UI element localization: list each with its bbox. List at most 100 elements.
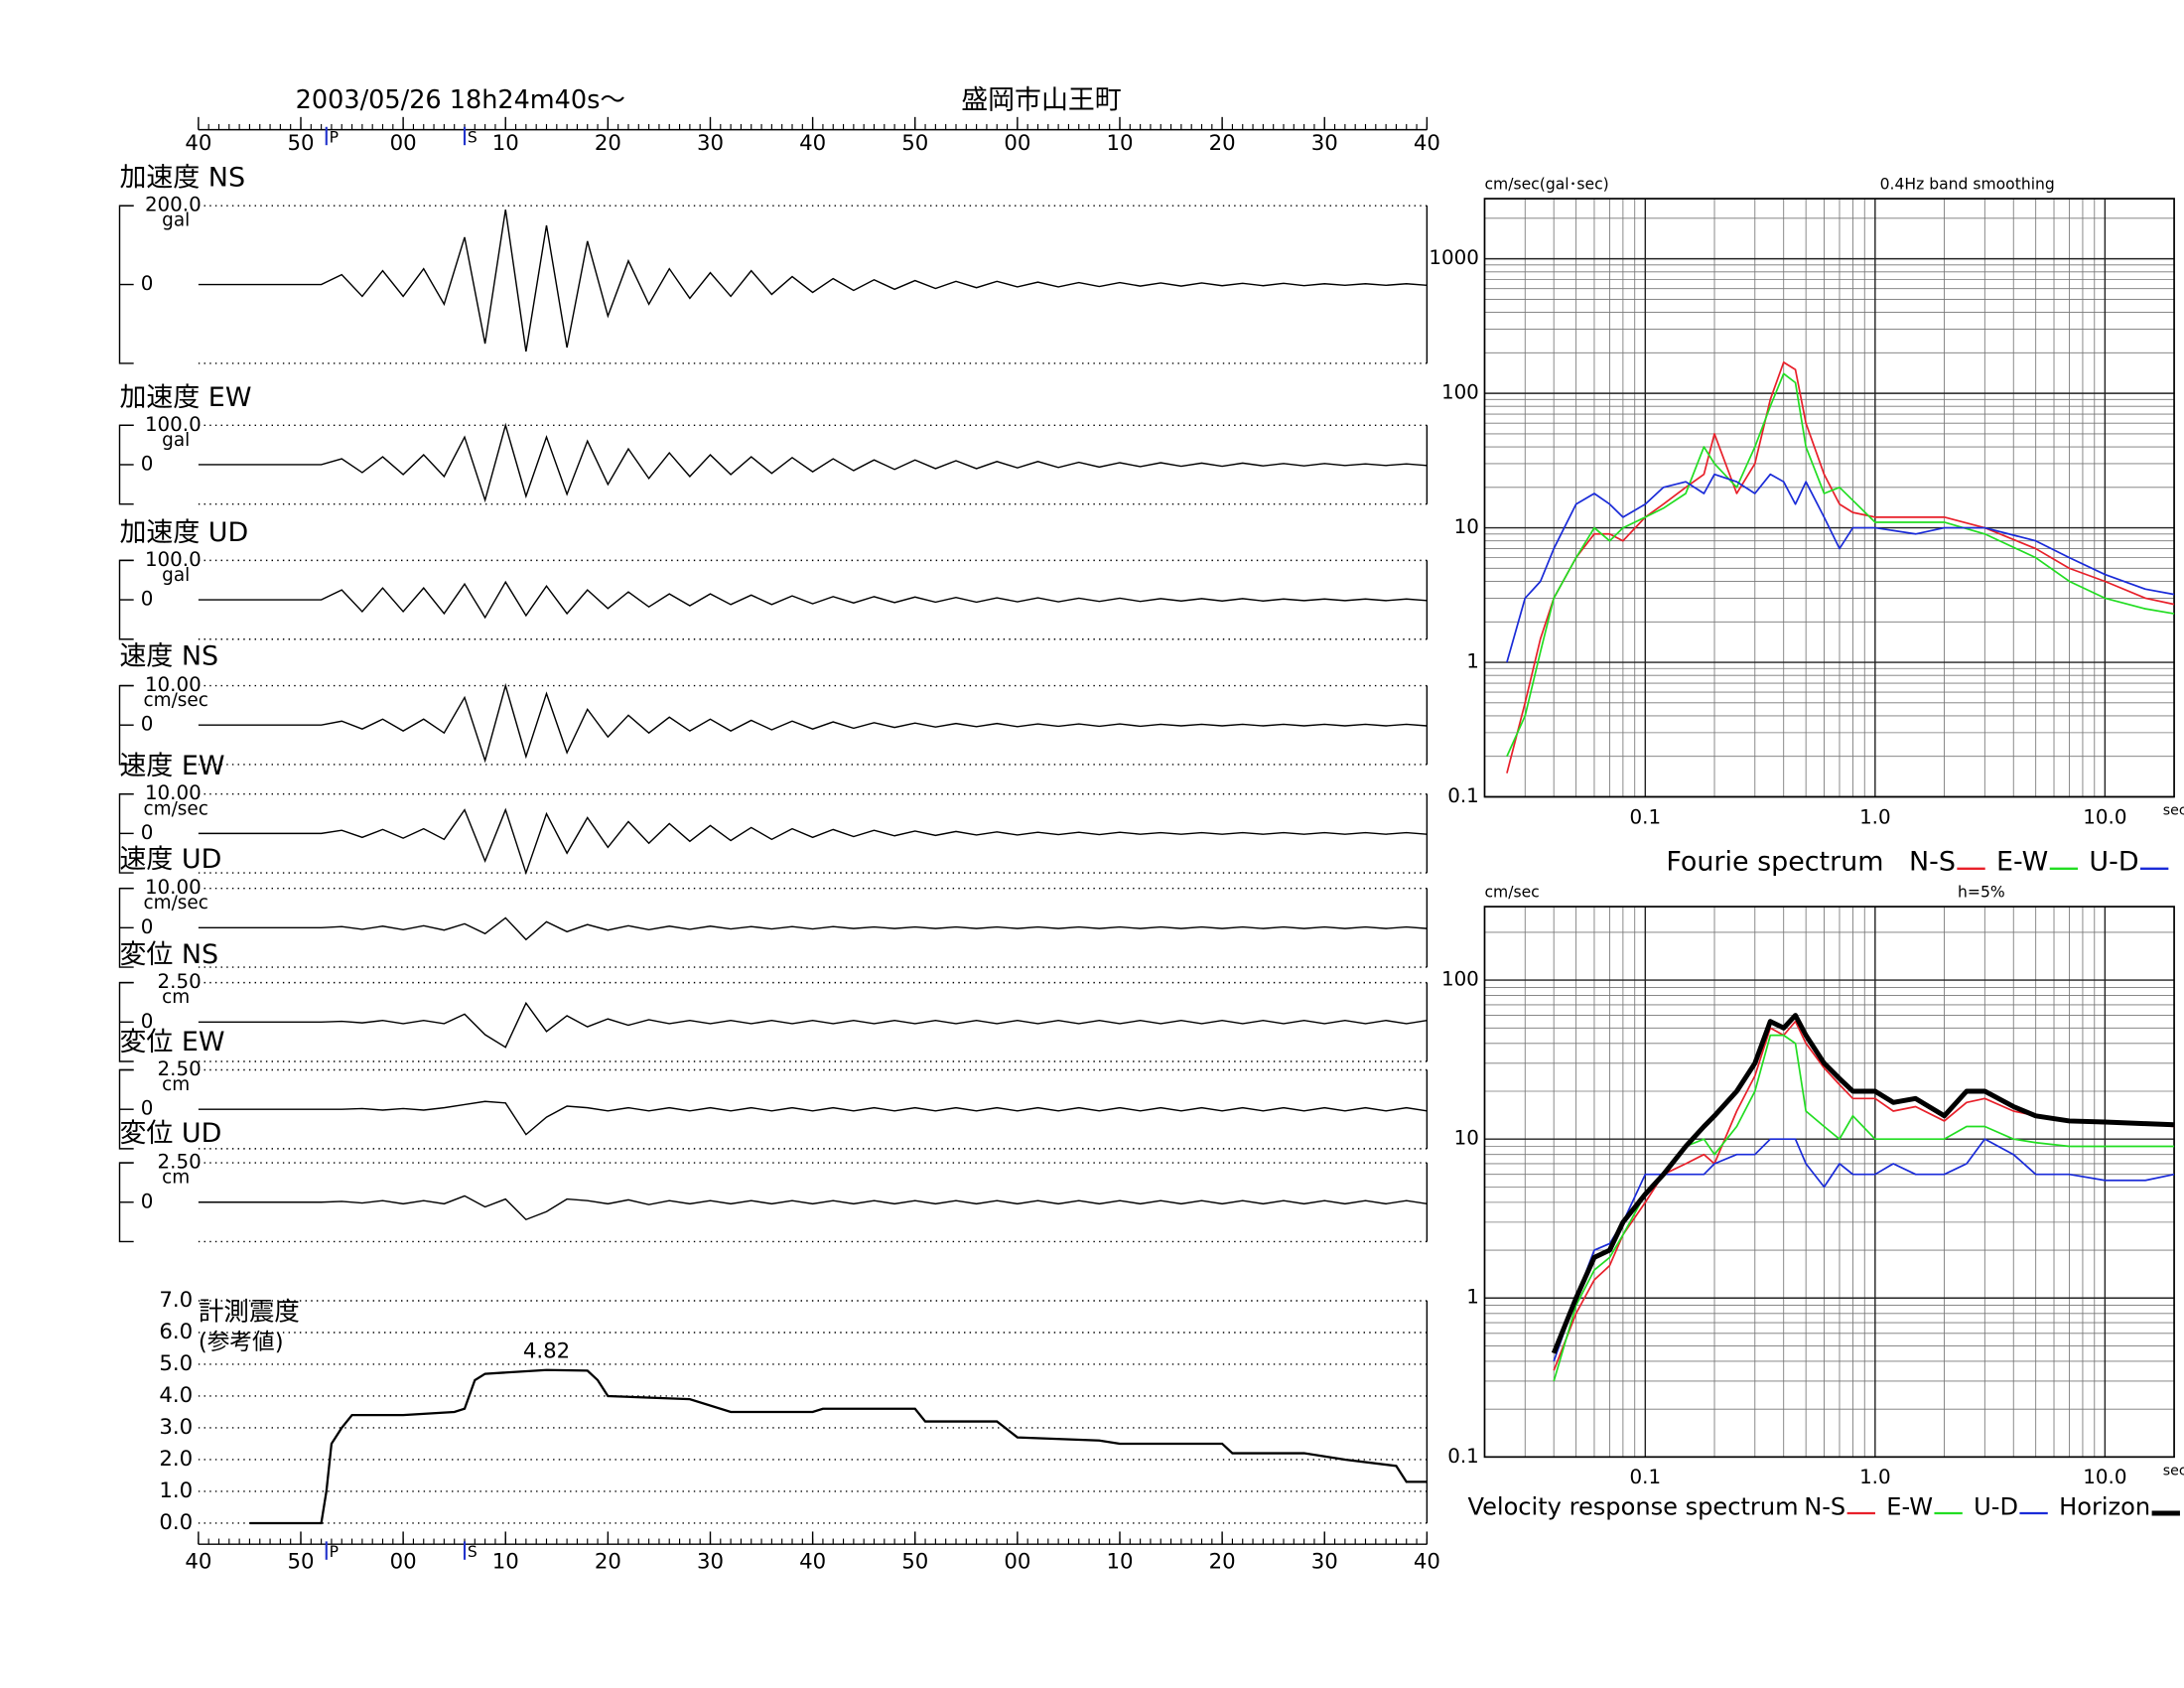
y-tick-label: 2.0 <box>159 1447 193 1472</box>
x-axis-label: sec <box>2163 1464 2184 1479</box>
y-tick-label: 1 <box>1466 1286 1479 1309</box>
note: 0.4Hz band smoothing <box>1880 175 2055 193</box>
y-tick-label: 10 <box>1454 1127 1479 1150</box>
unit-label: gal <box>162 211 190 231</box>
legend-title: Fourie spectrum <box>1666 847 1883 878</box>
y-tick-label: 2.50 <box>158 1151 202 1174</box>
unit-label: cm/sec <box>144 690 208 711</box>
x-tick-label: 10 <box>492 131 519 156</box>
waveform <box>198 916 1428 941</box>
x-tick-label: 20 <box>595 131 621 156</box>
legend-label: N-S <box>1909 847 1956 878</box>
x-tick-label: 10 <box>492 1550 519 1575</box>
x-tick-label: 40 <box>799 1550 826 1575</box>
x-tick-label: 1.0 <box>1859 805 1891 828</box>
y-tick-label: 0 <box>141 1190 154 1212</box>
y-axis-label: cm/sec <box>1484 883 1539 901</box>
panel-title: 変位 EW <box>119 1027 224 1057</box>
y-tick-label: 0.1 <box>1447 784 1479 807</box>
y-tick-label: 0 <box>141 452 154 475</box>
note: h=5% <box>1958 883 2005 901</box>
unit-label: cm/sec <box>144 893 208 914</box>
panel-title: 加速度 EW <box>119 382 251 413</box>
x-tick-label: 50 <box>901 1550 928 1575</box>
x-tick-label: 20 <box>595 1550 621 1575</box>
intensity-line <box>249 1368 1428 1525</box>
y-axis-label: cm/sec(gal･sec) <box>1484 175 1608 193</box>
legend-label: Horizon <box>2059 1492 2150 1520</box>
title: 盛岡市山王町 <box>961 85 1122 116</box>
x-tick-label: 00 <box>390 1550 417 1575</box>
x-tick-label: 10 <box>1106 1550 1133 1575</box>
panel-title: 変位 NS <box>119 939 218 970</box>
phase-label: P <box>330 129 339 147</box>
phase-label: S <box>468 129 478 147</box>
waveform <box>198 580 1428 620</box>
legend-title: Velocity response spectrum <box>1467 1492 1798 1520</box>
x-tick-label: 0.1 <box>1630 1466 1662 1488</box>
plot-frame <box>1483 906 2175 1459</box>
plot-area <box>1484 907 2175 1458</box>
legend-label: U-D <box>2089 847 2138 878</box>
y-tick-label: 6.0 <box>159 1320 193 1344</box>
panel-title: 速度 UD <box>119 844 221 875</box>
x-tick-label: 50 <box>287 131 314 156</box>
y-tick-label: 0.0 <box>159 1510 193 1535</box>
x-tick-label: 40 <box>799 131 826 156</box>
y-tick-label: 10.00 <box>145 673 202 696</box>
x-tick-label: 00 <box>1004 1550 1030 1575</box>
y-tick-label: 0 <box>141 821 154 844</box>
x-tick-label: 10.0 <box>2083 805 2126 828</box>
intensity-title: 計測震度 <box>199 1298 300 1328</box>
x-tick-label: 0.1 <box>1630 805 1662 828</box>
x-tick-label: 50 <box>287 1550 314 1575</box>
legend-label: E-W <box>1886 1492 1933 1520</box>
waveform <box>198 1001 1428 1049</box>
y-tick-label: 0 <box>141 588 154 611</box>
waveform <box>198 1195 1428 1221</box>
x-tick-label: 40 <box>1414 1550 1440 1575</box>
y-tick-label: 0 <box>141 272 154 295</box>
panel-title: 速度 EW <box>119 751 224 781</box>
y-tick-label: 100.0 <box>145 548 202 571</box>
y-tick-label: 0.1 <box>1447 1445 1479 1468</box>
x-tick-label: 20 <box>1209 131 1236 156</box>
unit-label: cm <box>162 1168 190 1189</box>
x-tick-label: 10.0 <box>2083 1466 2126 1488</box>
spectrum-line <box>1553 1138 2175 1362</box>
x-tick-label: 40 <box>1414 131 1440 156</box>
y-tick-label: 100 <box>1441 968 1479 991</box>
x-tick-label: 40 <box>185 1550 211 1575</box>
y-tick-label: 100.0 <box>145 413 202 436</box>
plot-frame <box>1483 198 2175 798</box>
y-tick-label: 0 <box>141 1010 154 1033</box>
y-tick-label: 2.50 <box>158 1057 202 1080</box>
y-tick-label: 3.0 <box>159 1415 193 1440</box>
subtitle: 2003/05/26 18h24m40s〜 <box>296 85 625 115</box>
y-tick-label: 2.50 <box>158 970 202 993</box>
spectrum-line <box>1506 372 2175 758</box>
waveform <box>198 807 1428 876</box>
unit-label: gal <box>162 565 190 586</box>
y-tick-label: 0 <box>141 713 154 736</box>
x-tick-label: 00 <box>1004 131 1030 156</box>
spectrum-line <box>1506 473 2175 663</box>
x-tick-label: 50 <box>901 131 928 156</box>
panel-title: 加速度 NS <box>119 163 245 194</box>
panel-title: 加速度 UD <box>119 517 248 548</box>
x-tick-label: 00 <box>390 131 417 156</box>
y-tick-label: 5.0 <box>159 1351 193 1376</box>
waveform <box>198 422 1428 503</box>
y-tick-label: 0 <box>141 915 154 938</box>
waveform <box>198 210 1428 352</box>
x-tick-label: 30 <box>1311 131 1338 156</box>
legend-label: E-W <box>1996 847 2048 878</box>
x-tick-label: 20 <box>1209 1550 1236 1575</box>
y-tick-label: 1 <box>1466 650 1479 673</box>
y-tick-label: 4.0 <box>159 1383 193 1408</box>
y-tick-label: 10.00 <box>145 876 202 899</box>
waveform <box>198 1100 1428 1136</box>
spectrum-line <box>1551 1013 2175 1354</box>
y-tick-label: 0 <box>141 1097 154 1120</box>
